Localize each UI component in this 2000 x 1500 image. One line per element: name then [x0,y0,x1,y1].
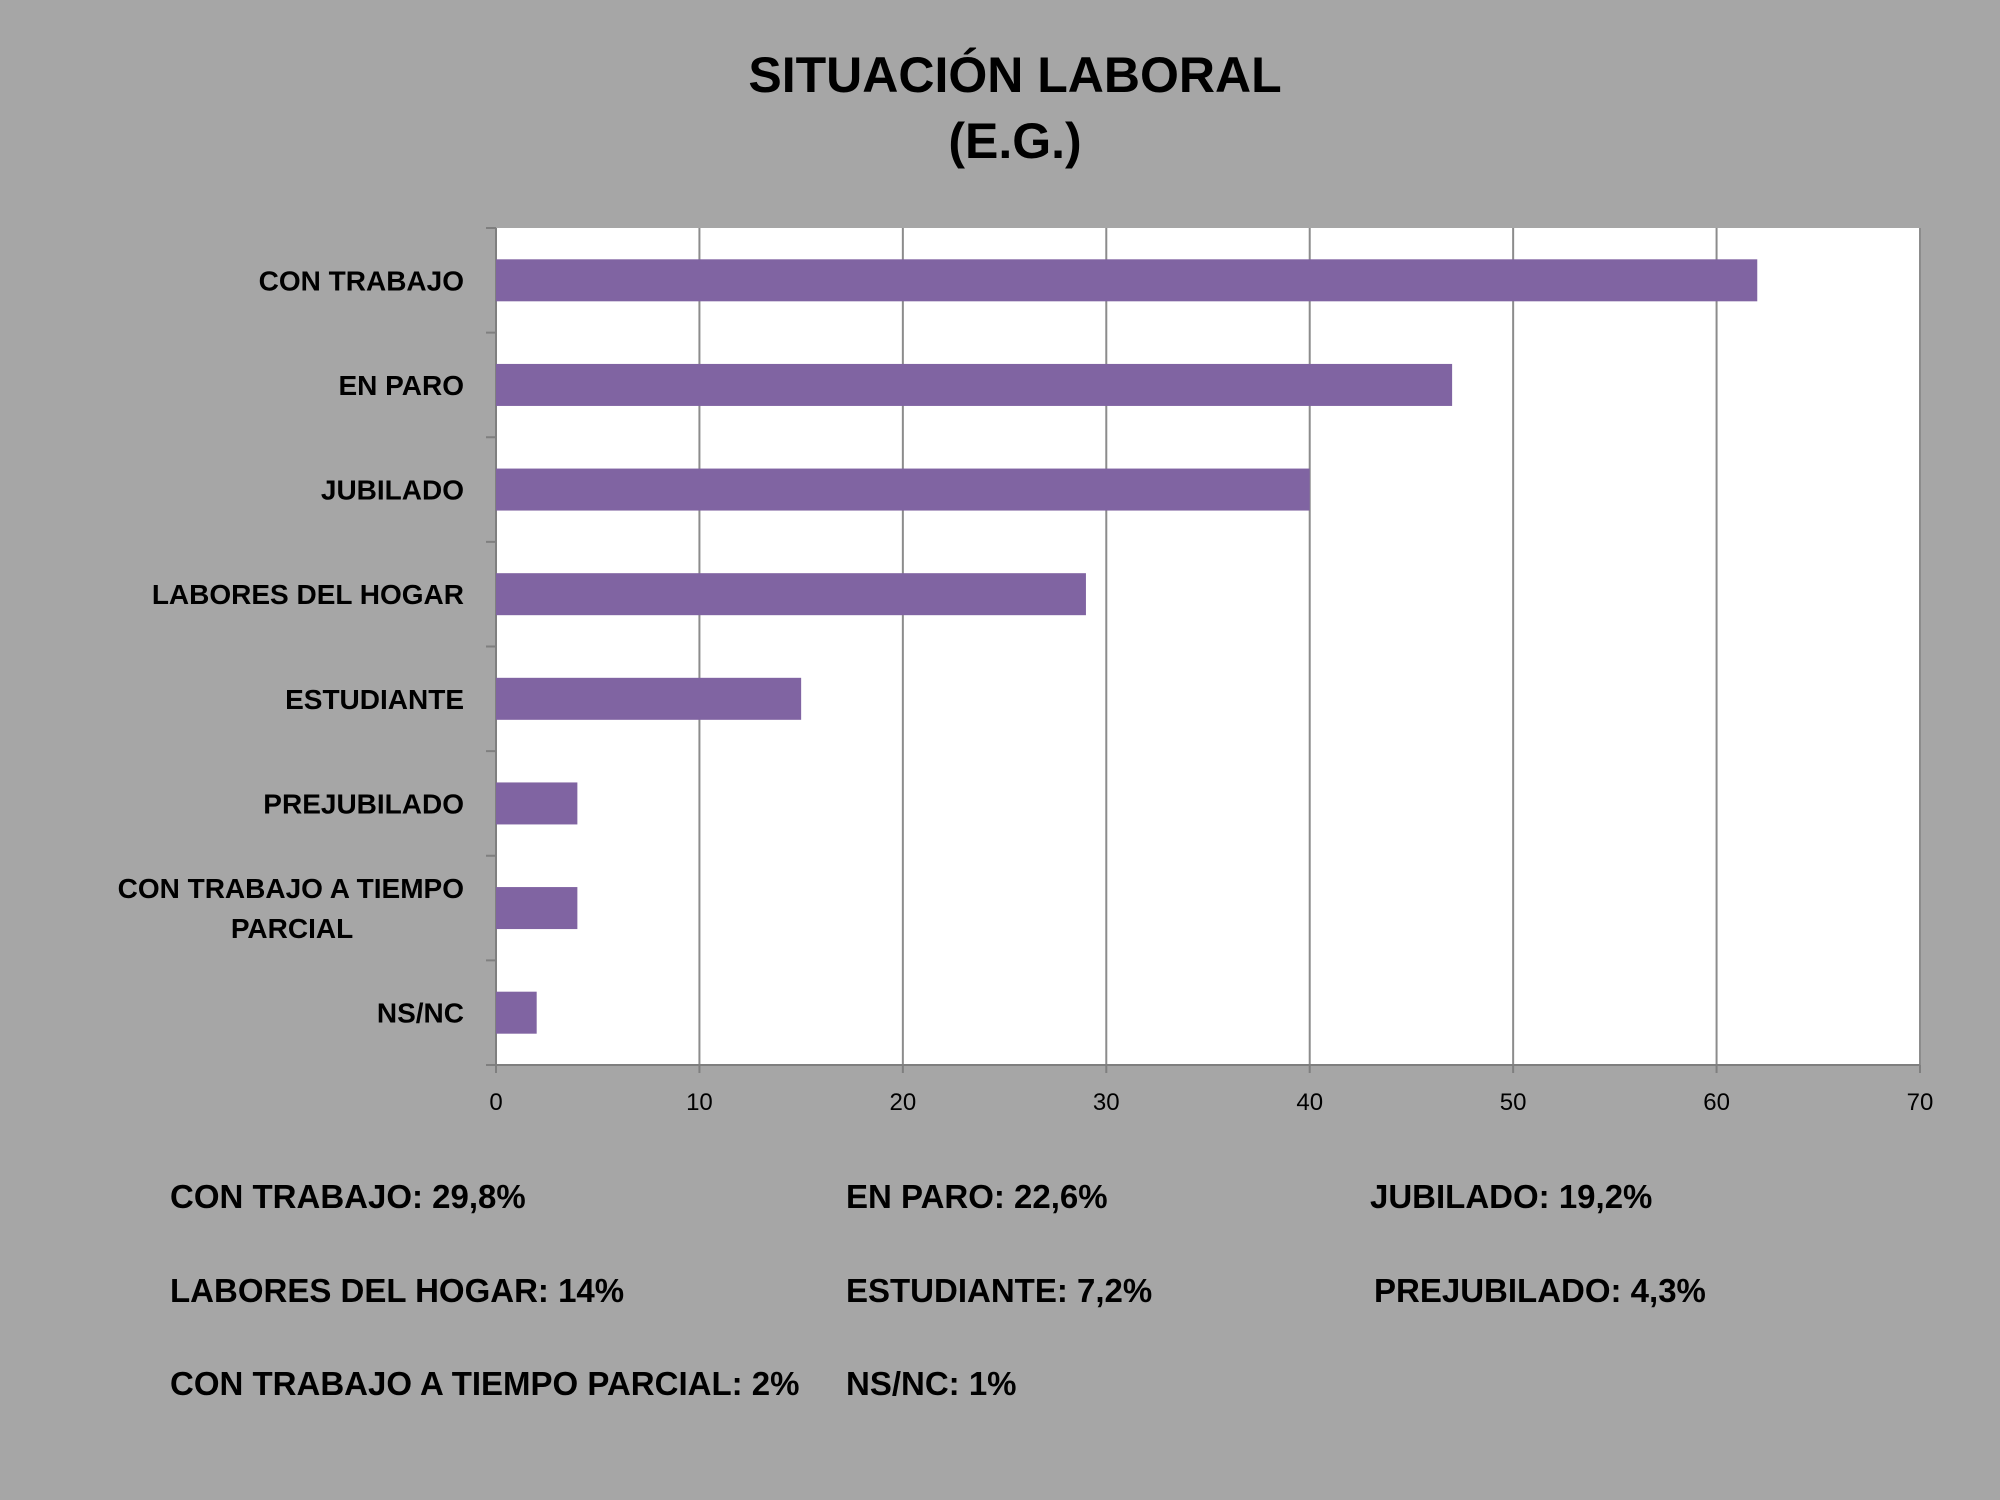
stat-tiempo-parcial: CON TRABAJO A TIEMPO PARCIAL: 2% [170,1365,800,1402]
bar-3 [496,573,1086,616]
stat-estudiante: ESTUDIANTE: 7,2% [846,1272,1153,1309]
bar-2 [496,468,1310,511]
bar-7 [496,991,537,1034]
category-label-4: ESTUDIANTE [285,684,464,715]
x-tick-label-60: 60 [1703,1089,1730,1116]
bar-0 [496,259,1758,302]
category-label-2: JUBILADO [321,475,464,506]
category-label-3: LABORES DEL HOGAR [152,579,464,610]
x-tick-label-40: 40 [1296,1089,1323,1116]
x-tick-label-10: 10 [686,1089,713,1116]
stat-labores-del-hogar: LABORES DEL HOGAR: 14% [170,1272,625,1309]
category-label-1: EN PARO [339,370,465,401]
x-tick-label-30: 30 [1093,1089,1120,1116]
bar-chart: 0 10 20 30 40 50 60 70 CON TRABAJO EN PARO JUBILAD… [118,227,1934,1116]
chart-title: SITUACIÓN LABORAL (E.G.) [0,42,2000,174]
x-tick-label-0: 0 [489,1089,502,1116]
category-label-7: NS/NC [377,998,464,1029]
stat-prejubilado: PREJUBILADO: 4,3% [1374,1272,1706,1309]
plot-area [496,228,1920,1065]
chart-title-line1: SITUACIÓN LABORAL [748,47,1282,103]
category-label-6-line0: CON TRABAJO A TIEMPO [118,873,464,904]
bar-1 [496,363,1453,406]
stat-con-trabajo: CON TRABAJO: 29,8% [170,1178,526,1215]
bar-6 [496,887,578,930]
x-tick-label-70: 70 [1907,1089,1934,1116]
bar-4 [496,677,802,720]
chart-title-line2: (E.G.) [948,113,1082,169]
x-tick-label-20: 20 [890,1089,917,1116]
category-label-0: CON TRABAJO [259,265,464,296]
stat-jubilado: JUBILADO: 19,2% [1370,1178,1653,1215]
category-label-5: PREJUBILADO [263,788,464,819]
x-tick-label-50: 50 [1500,1089,1527,1116]
stat-ns-nc: NS/NC: 1% [846,1365,1017,1402]
stat-en-paro: EN PARO: 22,6% [846,1178,1108,1215]
category-label-6-line1: PARCIAL [231,913,353,944]
bar-5 [496,782,578,825]
